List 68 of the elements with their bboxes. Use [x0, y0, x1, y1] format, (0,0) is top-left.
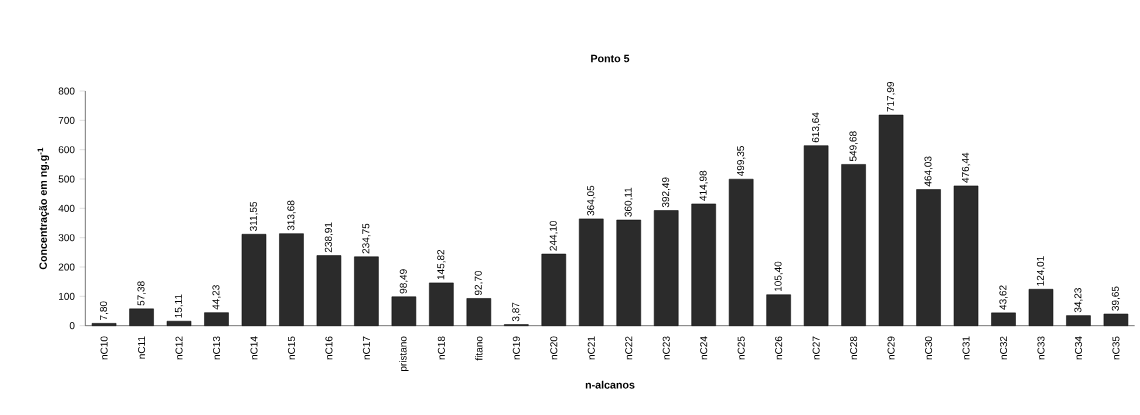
- x-tick-label: nC15: [287, 336, 295, 360]
- x-axis-title: n-alcanos: [585, 380, 635, 389]
- y-tick-label: 500: [58, 175, 75, 183]
- data-label: 43,62: [999, 285, 1008, 310]
- x-tick-label: nC30: [925, 336, 933, 360]
- x-tick-label: pristano: [399, 336, 409, 371]
- x-tick-label: nC29: [887, 336, 895, 360]
- data-label: 464,03: [924, 156, 933, 187]
- data-label: 392,49: [662, 177, 671, 208]
- data-label: 244,10: [549, 220, 558, 251]
- x-tick-label: nC11: [138, 336, 146, 359]
- x-tick-label: nC32: [999, 336, 1008, 360]
- y-tick-label: 400: [58, 204, 75, 212]
- x-tick-label: nC28: [850, 336, 858, 360]
- data-label: 3,87: [512, 302, 521, 322]
- x-tick-label: nC34: [1074, 336, 1082, 360]
- data-label: 98,49: [399, 269, 409, 294]
- data-label: 238,91: [324, 222, 334, 253]
- x-tick-label: nC22: [625, 336, 633, 360]
- y-tick-label: 0: [69, 322, 75, 330]
- y-tick-label: 300: [58, 234, 75, 242]
- y-tick-label: 600: [58, 146, 75, 154]
- data-label: 105,40: [774, 261, 783, 292]
- y-tick-label: 200: [58, 263, 75, 271]
- data-label: 414,98: [699, 170, 708, 201]
- x-tick-label: nC26: [775, 336, 783, 360]
- data-label: 34,23: [1074, 288, 1083, 313]
- x-tick-label: nC27: [812, 336, 820, 360]
- x-tick-label: nC33: [1037, 336, 1045, 360]
- data-label: 499,35: [737, 146, 746, 177]
- x-tick-label: nC31: [962, 336, 970, 360]
- y-tick-label: 700: [58, 116, 75, 124]
- x-tick-label: nC16: [325, 336, 333, 360]
- y-tick-label: 100: [59, 292, 75, 300]
- x-tick-label: nC12: [175, 336, 183, 360]
- chart-title: Ponto 5: [591, 54, 630, 63]
- x-tick-label: nC21: [587, 336, 595, 360]
- data-label: 57,38: [137, 281, 146, 306]
- data-label: 613,64: [811, 112, 821, 143]
- data-label: 44,23: [212, 285, 221, 310]
- data-label: 364,05: [587, 185, 596, 216]
- data-label: 145,82: [437, 249, 446, 280]
- x-tick-label: nC13: [212, 336, 221, 360]
- data-label: 124,01: [1036, 256, 1046, 286]
- data-label: 7,80: [99, 301, 109, 320]
- x-tick-label: nC23: [662, 336, 670, 360]
- x-tick-label: nC20: [550, 336, 558, 360]
- data-label: 39,65: [1111, 286, 1121, 311]
- data-label: 476,44: [961, 152, 971, 183]
- data-label: 15,11: [174, 294, 184, 318]
- y-axis-title: Concentração em ng.g$^{-1}$: [37, 147, 50, 270]
- data-label: 313,68: [287, 200, 296, 231]
- x-tick-label: nC14: [250, 336, 258, 360]
- x-tick-label: nC25: [737, 336, 745, 360]
- x-tick-label: fitano: [475, 336, 483, 361]
- data-label: 717,99: [886, 82, 896, 112]
- data-label: 311,55: [249, 201, 259, 231]
- x-tick-label: nC24: [700, 336, 708, 360]
- y-tick-label: 800: [58, 87, 75, 95]
- x-tick-label: nC18: [437, 336, 445, 360]
- x-tick-label: nC10: [100, 336, 108, 360]
- data-label: 360,11: [624, 187, 633, 217]
- x-tick-label: nC19: [512, 336, 520, 360]
- data-label: 92,70: [474, 270, 483, 296]
- x-tick-label: nC17: [362, 336, 370, 360]
- x-tick-label: nC35: [1112, 336, 1120, 360]
- data-label: 234,75: [362, 223, 371, 254]
- data-label: 549,68: [849, 131, 858, 162]
